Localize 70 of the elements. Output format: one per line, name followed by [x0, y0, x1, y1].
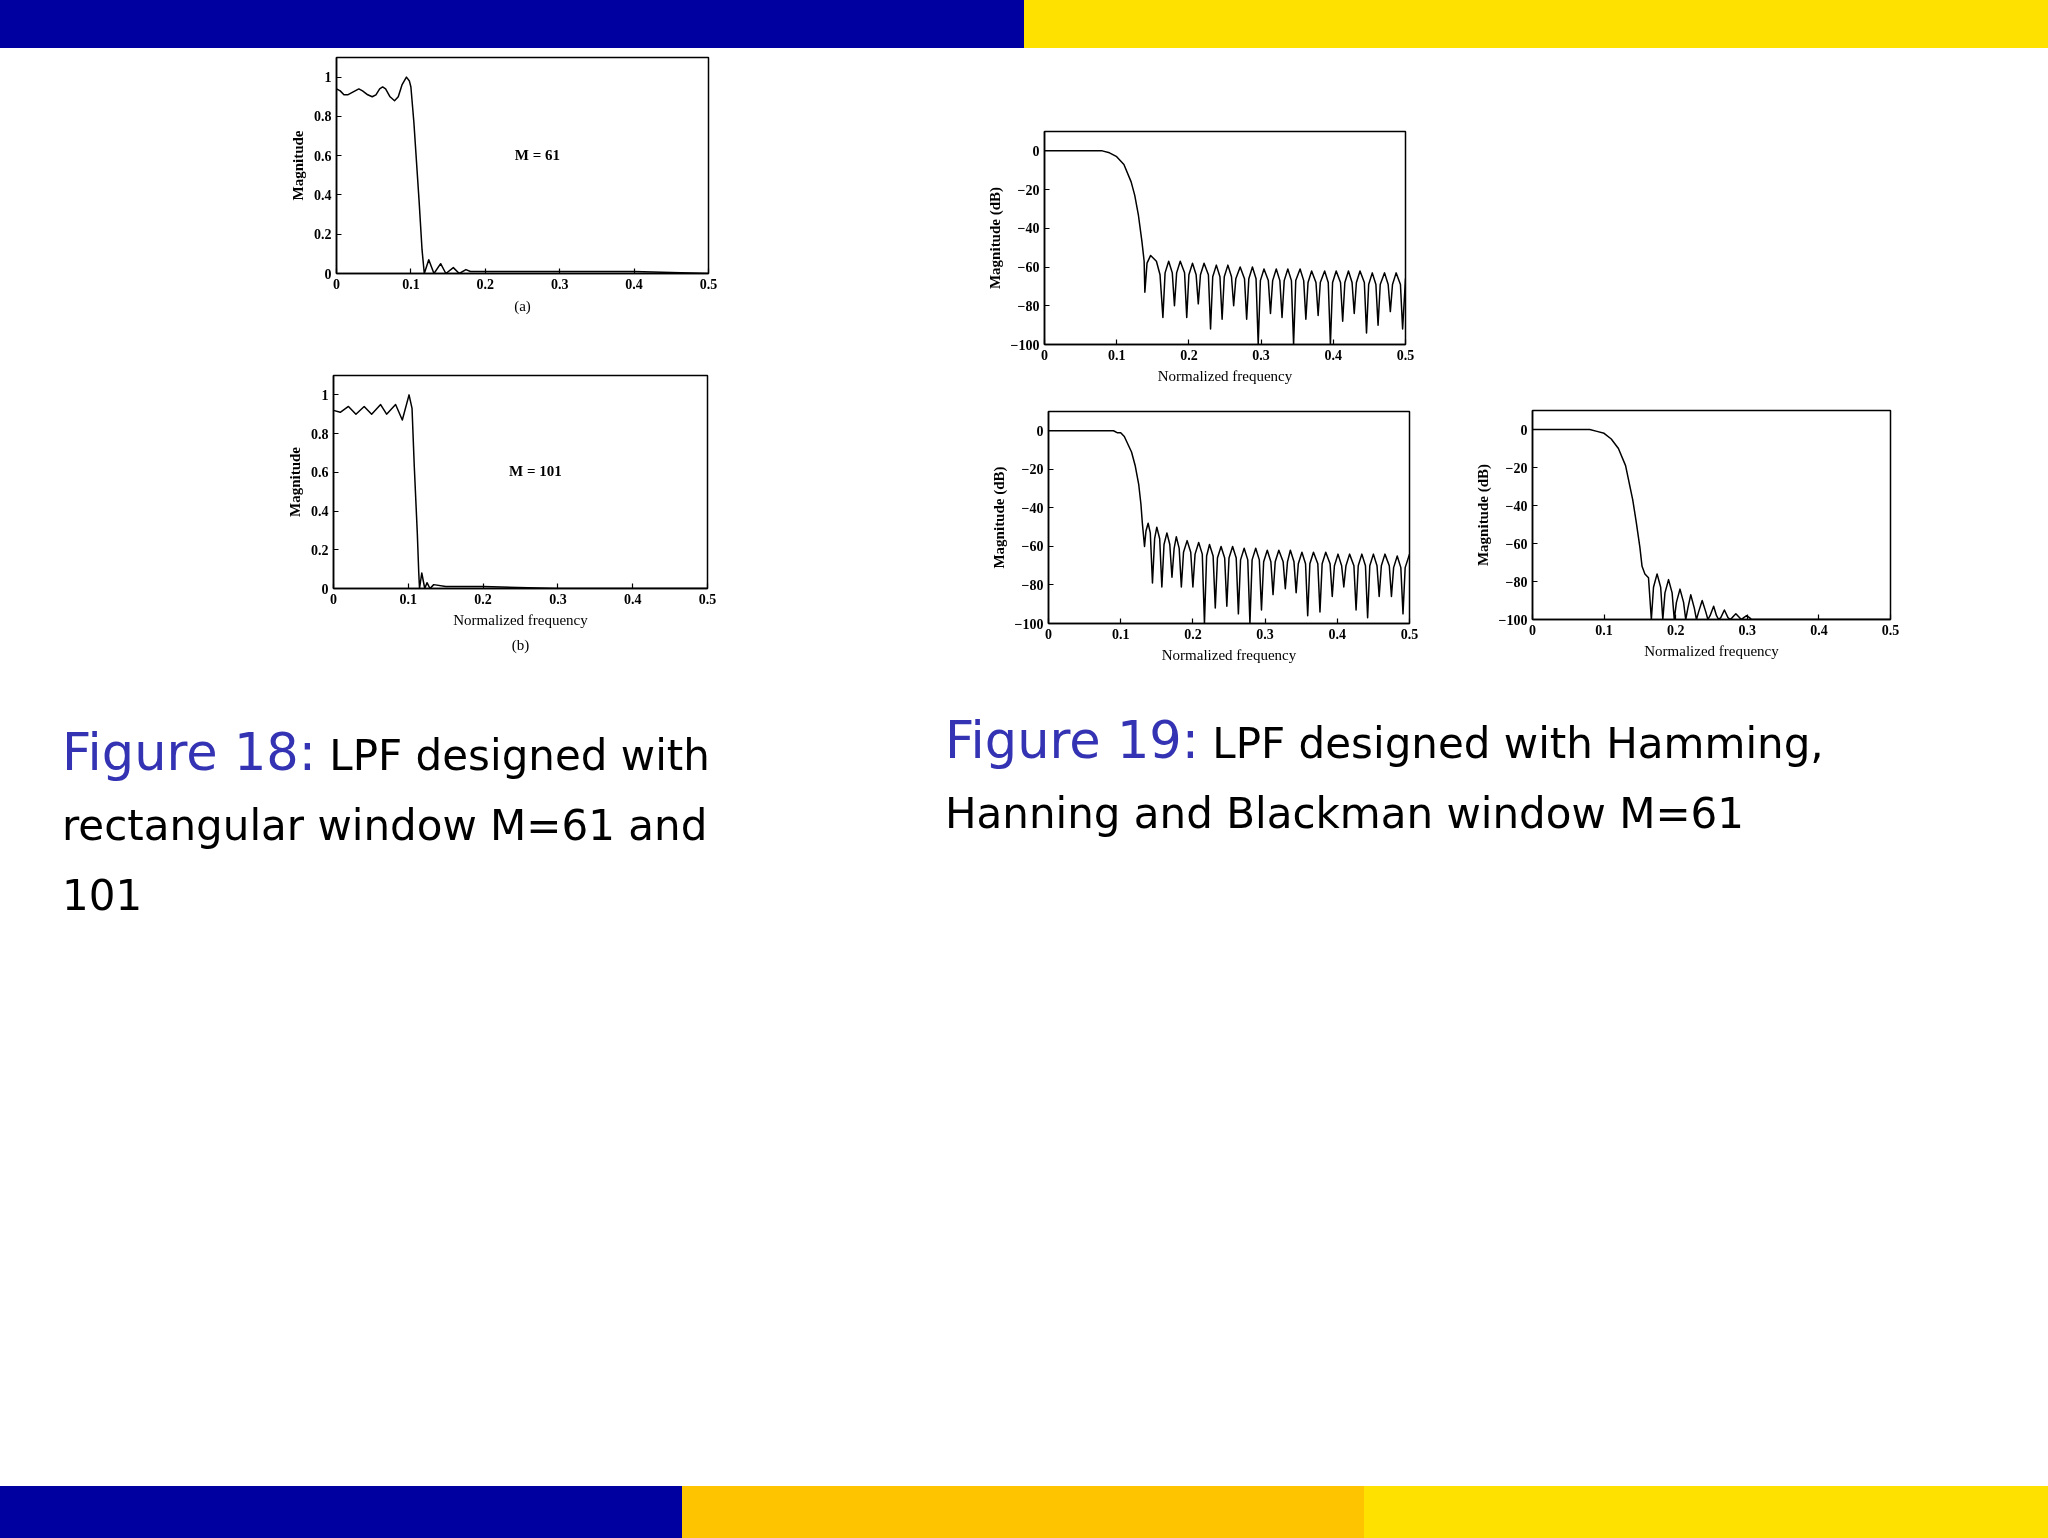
x-tick-label: 0.2 [476, 276, 495, 292]
y-tick-label: −80 [1021, 577, 1044, 593]
y-tick-label: 0.2 [314, 227, 332, 243]
x-tick-label: 0.4 [625, 276, 643, 292]
y-tick-label: −40 [1505, 498, 1528, 514]
y-tick-label: 0 [1036, 423, 1044, 439]
text: (a) [514, 297, 531, 315]
y-tick-label: −20 [1021, 462, 1044, 478]
y-tick-label: 1 [321, 387, 329, 403]
x-axis-title: Normalized frequency [1644, 642, 1780, 659]
x-tick-label: 0.2 [1180, 347, 1198, 363]
x-tick-label: 0.3 [1256, 626, 1274, 642]
y-tick-label: 0 [324, 266, 332, 282]
annotation: M = 61 [514, 146, 560, 163]
x-tick-label: 0.5 [1881, 622, 1900, 638]
x-tick-label: 0.1 [1111, 626, 1130, 642]
y-tick-label: 0 [1520, 422, 1528, 438]
x-tick-label: 0.1 [1107, 347, 1126, 363]
y-tick-label: 0.4 [314, 187, 332, 203]
y-axis-title: Magnitude [287, 446, 303, 517]
y-tick-label: 0 [1032, 143, 1040, 159]
y-tick-label: −60 [1505, 536, 1528, 552]
y-axis-title: Magnitude [290, 130, 306, 201]
y-tick-label: −60 [1017, 260, 1040, 276]
y-tick-label: −80 [1017, 298, 1040, 314]
y-tick-label: −20 [1505, 460, 1528, 476]
x-tick-label: 0.3 [550, 276, 569, 292]
y-tick-label: −40 [1017, 221, 1040, 237]
x-tick-label: 0.1 [402, 276, 420, 292]
x-tick-label: 0.4 [1810, 622, 1828, 638]
y-tick-label: 0.6 [311, 465, 329, 481]
x-tick-label: 0.3 [549, 591, 567, 607]
x-tick-label: 0.4 [1328, 626, 1347, 642]
x-tick-label: 0.3 [1738, 622, 1757, 638]
y-tick-label: −100 [1010, 337, 1040, 353]
y-axis-title: Magnitude (dB) [986, 186, 1004, 290]
y-tick-label: −80 [1505, 574, 1528, 590]
y-tick-label: −40 [1021, 500, 1044, 516]
caption: Figure 18: LPF designed with rectangular window M=61 and 101 [62, 723, 710, 920]
y-tick-label: −60 [1021, 539, 1044, 555]
y-axis-title: Magnitude (dB) [1474, 463, 1492, 567]
text: (b) [511, 636, 530, 654]
y-tick-label: 1 [324, 70, 332, 86]
x-tick-label: 0.3 [1252, 347, 1270, 363]
y-tick-label: 0.4 [311, 504, 329, 520]
y-axis-title: Magnitude (dB) [990, 466, 1008, 569]
y-tick-label: −20 [1017, 182, 1040, 198]
x-tick-label: 0.5 [1396, 347, 1415, 363]
annotation: M = 101 [509, 463, 562, 480]
x-tick-label: 0.5 [699, 276, 718, 292]
caption: Figure 19: LPF designed with Hamming, Hanning and Blackman window M=61 [945, 711, 1824, 838]
x-tick-label: 0.1 [399, 591, 418, 607]
x-tick-label: 0.5 [698, 591, 717, 607]
y-tick-label: −100 [1498, 612, 1528, 628]
x-tick-label: 0.4 [1324, 347, 1343, 363]
y-tick-label: −100 [1014, 616, 1044, 632]
x-axis-title: Normalized frequency [1157, 367, 1293, 384]
y-tick-label: 0.6 [314, 148, 332, 164]
x-tick-label: 0.5 [1400, 626, 1419, 642]
x-tick-label: 0.2 [1184, 626, 1202, 642]
y-tick-label: 0 [321, 581, 329, 597]
x-axis-title: Normalized frequency [453, 611, 589, 628]
x-tick-label: 0.2 [474, 591, 492, 607]
x-tick-label: 0.4 [623, 591, 642, 607]
y-tick-label: 0.2 [311, 542, 329, 558]
y-tick-label: 0.8 [311, 426, 329, 442]
y-tick-label: 0.8 [314, 109, 332, 125]
x-tick-label: 0.2 [1666, 622, 1685, 638]
x-tick-label: 0.1 [1595, 622, 1613, 638]
x-axis-title: Normalized frequency [1161, 646, 1297, 663]
